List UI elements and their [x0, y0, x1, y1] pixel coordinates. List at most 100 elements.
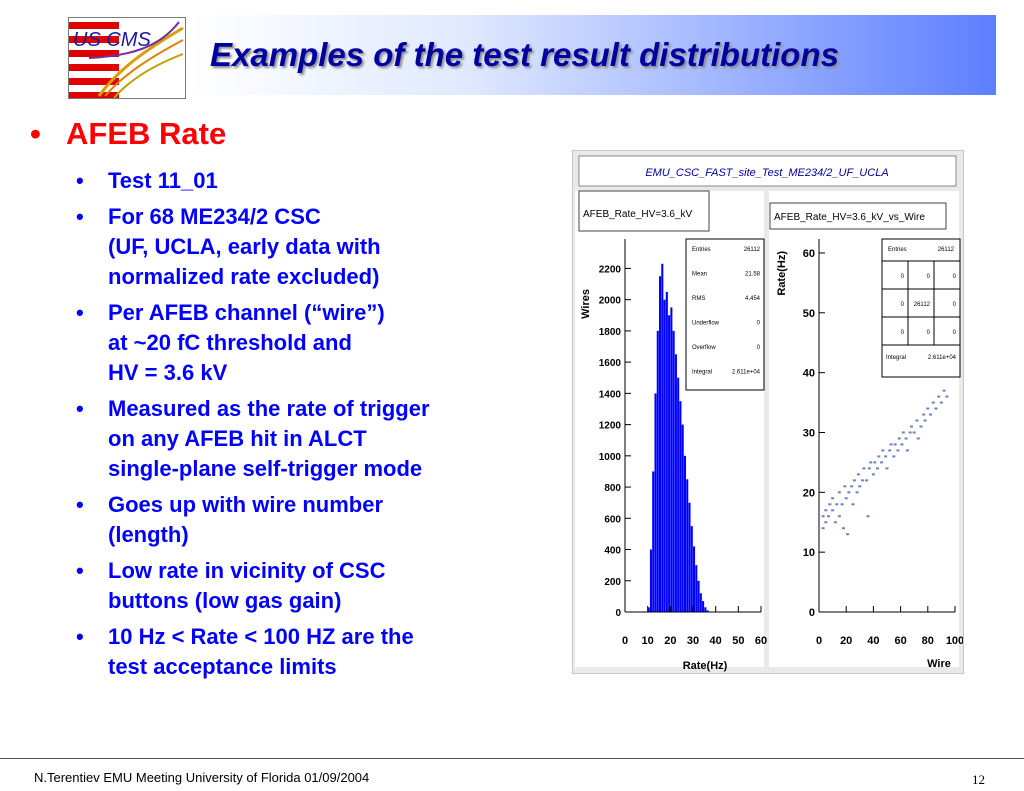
- hist-bar: [652, 471, 655, 612]
- sub-bullet-line: single-plane self-trigger mode: [108, 456, 423, 481]
- uscms-logo-graphic: US CMS: [69, 18, 184, 98]
- scatter-point: [922, 413, 926, 416]
- sub-bullet-line: 10 Hz < Rate < 100 HZ are the: [108, 624, 414, 649]
- scatter-point: [847, 491, 851, 494]
- stats-label: Entries: [888, 247, 907, 253]
- scatter-point: [945, 395, 949, 398]
- scatter-point: [837, 491, 841, 494]
- scatter-point: [861, 479, 865, 482]
- stats-label: Underflow: [692, 321, 720, 327]
- stats-grid-value: 0: [901, 274, 905, 280]
- x-tick-label: 40: [867, 635, 879, 647]
- scatter-point: [843, 485, 847, 488]
- y-tick-label: 40: [803, 368, 815, 380]
- hist-bar: [668, 315, 671, 612]
- scatter-point: [923, 419, 927, 422]
- scatter-point: [904, 437, 908, 440]
- flag-stripes: [69, 18, 119, 98]
- scatter-point: [905, 449, 909, 452]
- x-axis-label: Rate(Hz): [683, 660, 728, 672]
- sub-bullet-line: Low rate in vicinity of CSC: [108, 558, 386, 583]
- scatter-point: [901, 431, 905, 434]
- title-band: [190, 15, 996, 95]
- scatter-point: [881, 449, 885, 452]
- hist-bar: [693, 546, 696, 612]
- scatter-point: [831, 509, 835, 512]
- hist-bar: [649, 549, 652, 612]
- stats-value: 4.454: [745, 296, 761, 302]
- stats-label: Entries: [692, 247, 711, 253]
- scatter-point: [841, 527, 845, 530]
- plot-canvas: EMU_CSC_FAST_site_Test_ME234/2_UF_UCLA A…: [572, 150, 964, 674]
- canvas-header-box: [578, 155, 957, 187]
- y-tick-label: 20: [803, 487, 815, 499]
- stats-grid-value: 0: [953, 330, 957, 336]
- scatter-point: [824, 509, 828, 512]
- scatter-point: [867, 467, 871, 470]
- scatter-point: [888, 449, 892, 452]
- stats-grid-value: 0: [953, 274, 957, 280]
- hist-bar: [654, 393, 657, 612]
- scatter-point: [880, 461, 884, 464]
- scatter-point: [884, 455, 888, 458]
- y-tick-label: 800: [604, 483, 621, 494]
- scatter-point: [885, 467, 889, 470]
- x-tick-label: 20: [664, 635, 676, 647]
- scatter-point: [850, 485, 854, 488]
- stats-label: Integral: [692, 370, 712, 376]
- y-axis-label: Wires: [580, 289, 592, 319]
- scatter-point: [844, 497, 848, 500]
- scatter-point: [919, 425, 923, 428]
- hist-bar: [683, 455, 686, 612]
- sub-bullet-line: at ~20 fC threshold and: [108, 330, 352, 355]
- x-tick-label: 40: [710, 635, 722, 647]
- stats-value: 2.611e+04: [928, 355, 957, 361]
- hist-bar: [681, 424, 684, 612]
- sub-bullet-list: • Test 11_01 • For 68 ME234/2 CSC (UF, UCLA,…: [74, 166, 544, 688]
- sub-bullet-dot: •: [76, 168, 84, 193]
- plots-svg: EMU_CSC_FAST_site_Test_ME234/2_UF_UCLA A…: [575, 155, 964, 672]
- x-tick-label: 60: [755, 635, 767, 647]
- y-tick-label: 600: [604, 514, 621, 525]
- uscms-logo: US CMS: [68, 17, 186, 99]
- scatter-point: [929, 413, 933, 416]
- sub-bullet: • Goes up with wire number (length): [74, 490, 544, 550]
- scatter-point: [909, 425, 913, 428]
- y-tick-label: 1000: [599, 452, 622, 463]
- main-bullet-text: AFEB Rate: [66, 116, 227, 151]
- scatter-point: [897, 437, 901, 440]
- hist-bar: [688, 502, 691, 612]
- stats-value: 26112: [744, 247, 761, 253]
- scatter-point: [837, 515, 841, 518]
- y-tick-label: 0: [809, 607, 815, 619]
- y-tick-label: 0: [615, 608, 621, 619]
- y-tick-label: 1800: [599, 327, 622, 338]
- sub-bullet-line: Test 11_01: [108, 168, 218, 193]
- y-axis-label: Rate(Hz): [776, 251, 788, 296]
- sub-bullet: • For 68 ME234/2 CSC (UF, UCLA, early data…: [74, 202, 544, 292]
- hist-bar: [656, 330, 659, 612]
- sub-bullet-dot: •: [76, 300, 84, 325]
- scatter-plot: 0 20 40 60 80 100 0 10 20 30 40 50 60 Wire Rate(Hz) Ent…: [776, 238, 964, 670]
- hist-bar: [690, 526, 693, 612]
- x-tick-label: 20: [840, 635, 852, 647]
- sub-bullet-dot: •: [76, 624, 84, 649]
- hist-bar: [659, 276, 662, 612]
- sub-bullet-dot: •: [76, 396, 84, 421]
- stats-label: Mean: [692, 272, 707, 278]
- scatter-point: [892, 455, 896, 458]
- hist-bar: [670, 307, 673, 612]
- stats-grid-value: 26112: [914, 302, 931, 308]
- sub-bullet-dot: •: [76, 492, 84, 517]
- y-tick-label: 1400: [599, 389, 622, 400]
- stats-label: RMS: [692, 296, 705, 302]
- stats-grid-value: 0: [901, 330, 905, 336]
- sub-bullet-line: Goes up with wire number: [108, 492, 384, 517]
- footer-rule: [0, 758, 1024, 759]
- x-tick-label: 100: [946, 635, 963, 647]
- hist-bar: [672, 330, 675, 612]
- hist-title: AFEB_Rate_HV=3.6_kV: [583, 209, 693, 220]
- scatter-point: [873, 461, 877, 464]
- scatter-point: [840, 503, 844, 506]
- sub-bullet: • Measured as the rate of trigger on any A…: [74, 394, 544, 484]
